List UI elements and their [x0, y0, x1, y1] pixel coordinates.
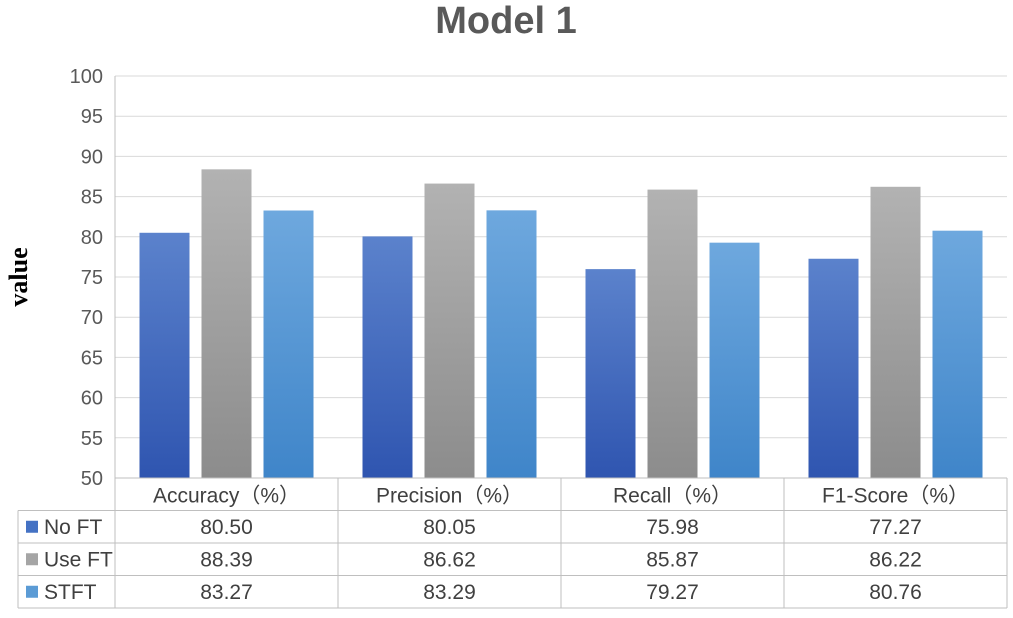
chart-title: Model 1 [435, 0, 576, 42]
category-label: Precision（%） [376, 484, 523, 507]
data-table: Accuracy（%） Precision（%） Recall（%） F1-Score… [17, 76, 1008, 609]
legend-entry: Use FT [44, 548, 113, 571]
data-label: 79.27 [646, 581, 699, 604]
bar-no-ft [139, 232, 190, 478]
y-axis-label: value [4, 247, 33, 306]
y-tick-label: 75 [81, 267, 103, 289]
legend-swatch [26, 585, 38, 598]
y-tick-label: 90 [81, 146, 103, 168]
y-tick-label: 65 [81, 347, 103, 369]
y-tick-label: 80 [81, 227, 103, 249]
data-label: 86.22 [869, 548, 922, 571]
data-label: 83.29 [423, 581, 476, 604]
bar-use-ft [201, 169, 252, 478]
data-label: 75.98 [646, 516, 699, 539]
bar-stft [932, 230, 983, 478]
legend-entry: No FT [44, 516, 103, 539]
bar-use-ft [424, 183, 475, 478]
data-label: 80.76 [869, 581, 922, 604]
y-tick-label: 50 [81, 468, 103, 490]
y-tick-label: 70 [81, 307, 103, 329]
y-tick-label: 55 [81, 428, 103, 450]
legend-swatch [26, 520, 38, 533]
y-tick-label: 95 [81, 106, 103, 128]
category-label: Accuracy（%） [153, 484, 300, 507]
bar-no-ft [585, 269, 636, 478]
y-tick-label: 100 [70, 66, 103, 88]
bar-no-ft [808, 258, 859, 478]
bar-no-ft [362, 236, 413, 478]
data-label: 88.39 [200, 548, 253, 571]
data-label: 83.27 [200, 581, 253, 604]
bar-use-ft [647, 189, 698, 478]
y-axis-ticks: 50 55 60 65 70 75 80 85 90 95 100 [70, 66, 103, 490]
bar-stft [263, 210, 314, 478]
data-label: 85.87 [646, 548, 699, 571]
category-label: F1-Score（%） [822, 484, 969, 507]
bar-stft [486, 210, 537, 479]
legend-entry: STFT [44, 581, 97, 604]
bar-stft [709, 242, 760, 478]
data-label: 80.50 [200, 516, 253, 539]
data-label: 80.05 [423, 516, 476, 539]
data-label: 86.62 [423, 548, 476, 571]
y-tick-label: 60 [81, 388, 103, 410]
bars [139, 169, 983, 479]
y-tick-label: 85 [81, 187, 103, 209]
bar-use-ft [870, 186, 921, 478]
legend-swatch [26, 553, 38, 566]
category-label: Recall（%） [613, 484, 732, 507]
data-label: 77.27 [869, 516, 922, 539]
